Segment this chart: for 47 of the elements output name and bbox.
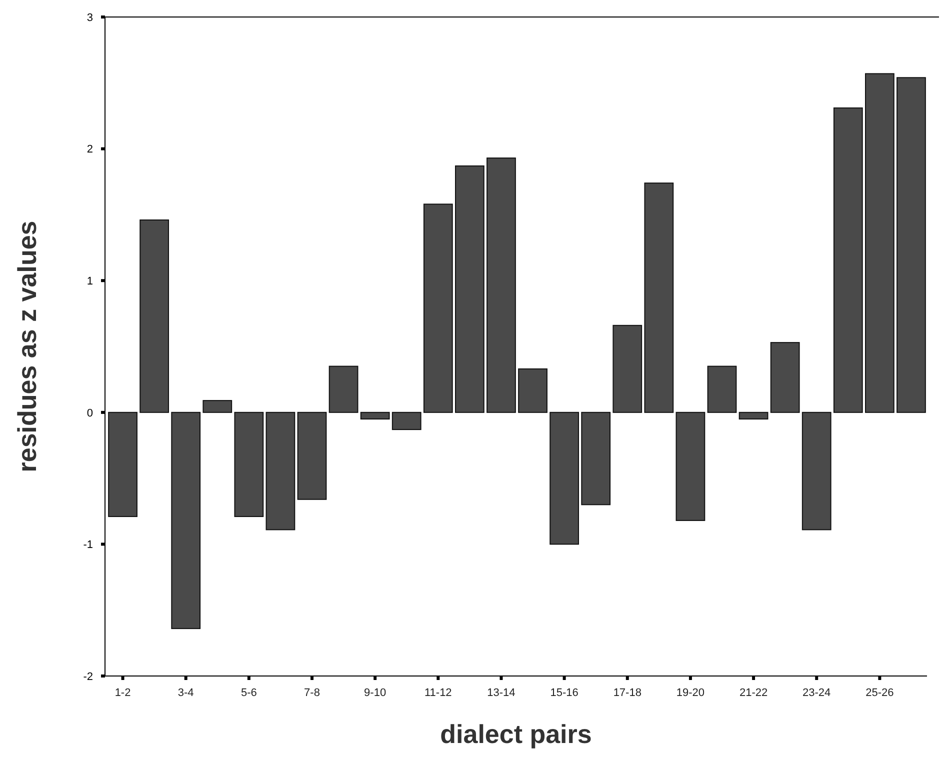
bar bbox=[171, 412, 201, 630]
y-tick-label: -1 bbox=[83, 539, 93, 552]
bar bbox=[202, 400, 232, 413]
y-tick-label: 2 bbox=[86, 144, 93, 156]
bar bbox=[581, 412, 611, 506]
bar bbox=[865, 73, 894, 413]
bar bbox=[707, 366, 737, 413]
x-tick-label: 3-4 bbox=[178, 687, 194, 699]
bar bbox=[486, 158, 516, 413]
bar bbox=[802, 412, 832, 530]
bar bbox=[676, 412, 706, 521]
bar bbox=[518, 368, 548, 413]
x-tick-label: 25-26 bbox=[866, 687, 894, 699]
x-tick-label: 1-2 bbox=[114, 687, 131, 699]
y-tick-label: 0 bbox=[86, 407, 93, 420]
bar bbox=[455, 165, 484, 413]
y-axis-title: residues as z values bbox=[12, 220, 42, 472]
x-tick-label: 21-22 bbox=[739, 687, 768, 699]
bar bbox=[738, 412, 768, 420]
y-tick-label: -2 bbox=[83, 670, 93, 683]
x-tick-label: 7-8 bbox=[304, 687, 320, 699]
x-tick-label: 15-16 bbox=[550, 687, 578, 699]
bar bbox=[234, 412, 264, 518]
x-tick-label: 13-14 bbox=[487, 687, 516, 699]
bar bbox=[833, 107, 863, 413]
x-tick-label: 17-18 bbox=[613, 687, 642, 699]
bar bbox=[612, 324, 642, 413]
bar bbox=[328, 366, 358, 413]
x-tick-label: 11-12 bbox=[424, 687, 452, 699]
x-tick-label: 5-6 bbox=[240, 687, 257, 699]
bar bbox=[360, 412, 390, 420]
bar bbox=[297, 412, 327, 500]
x-axis-title: dialect pairs bbox=[440, 719, 592, 749]
bar bbox=[770, 342, 800, 413]
bar bbox=[423, 204, 453, 413]
bar bbox=[392, 412, 422, 430]
bar bbox=[140, 219, 169, 413]
y-tick-label: 1 bbox=[86, 275, 93, 288]
x-tick-label: 9-10 bbox=[364, 687, 386, 699]
bar bbox=[550, 412, 579, 545]
bar bbox=[266, 412, 296, 530]
bar bbox=[108, 412, 138, 518]
y-tick-label: 3 bbox=[86, 12, 93, 24]
x-tick-label: 19-20 bbox=[676, 687, 705, 699]
bar bbox=[896, 77, 926, 413]
bar bbox=[644, 182, 674, 413]
x-tick-label: 23-24 bbox=[802, 687, 831, 699]
